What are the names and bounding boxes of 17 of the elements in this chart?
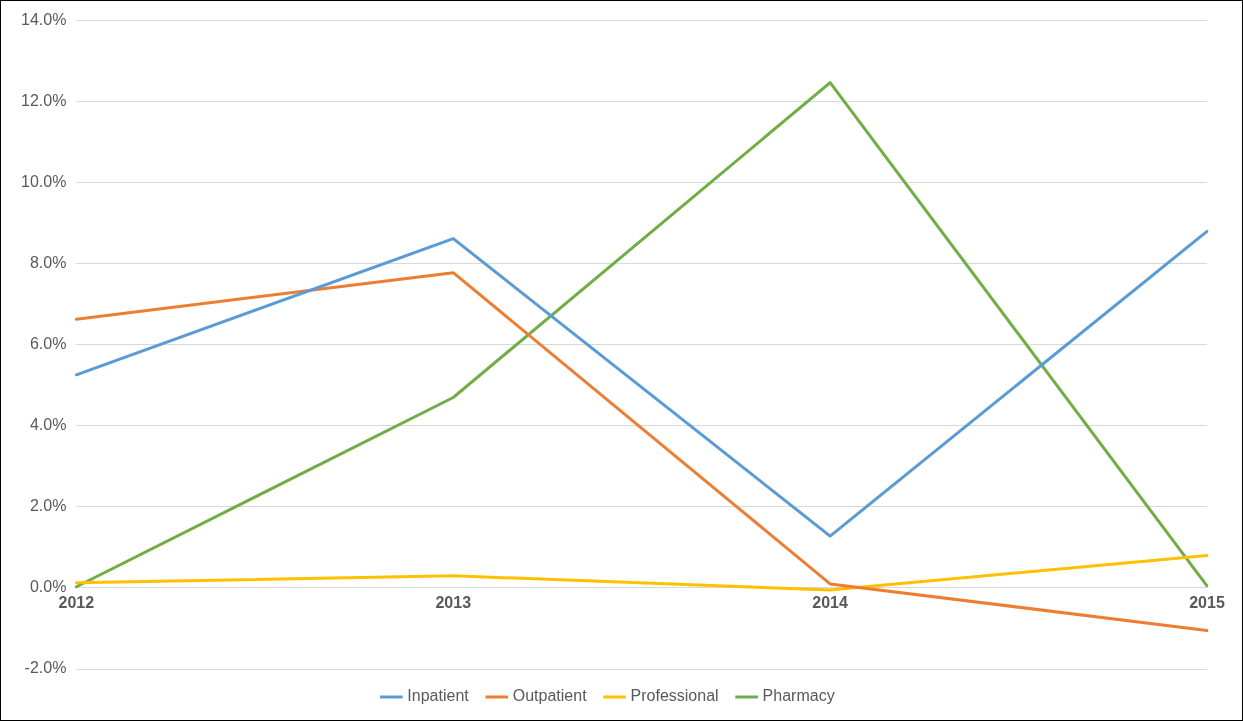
y-tick-label: 14.0% xyxy=(20,11,67,29)
y-tick-label: 12.0% xyxy=(20,92,67,110)
legend-label: Professional xyxy=(630,687,719,705)
y-tick-label: 6.0% xyxy=(29,335,67,353)
y-tick-label: 8.0% xyxy=(29,254,67,272)
legend-label: Outpatient xyxy=(512,687,588,705)
x-tick-label: 2012 xyxy=(58,593,95,611)
legend-label: Inpatient xyxy=(407,687,470,705)
y-tick-label: 4.0% xyxy=(29,416,67,434)
y-tick-label: -2.0% xyxy=(24,659,67,677)
legend-label: Pharmacy xyxy=(762,687,835,705)
y-tick-label: 10.0% xyxy=(20,173,67,191)
x-tick-label: 2014 xyxy=(812,593,849,611)
x-tick-label: 2015 xyxy=(1189,593,1225,611)
y-tick-label: 0.0% xyxy=(29,578,67,596)
x-tick-label: 2013 xyxy=(435,593,472,611)
y-tick-label: 2.0% xyxy=(29,497,67,515)
